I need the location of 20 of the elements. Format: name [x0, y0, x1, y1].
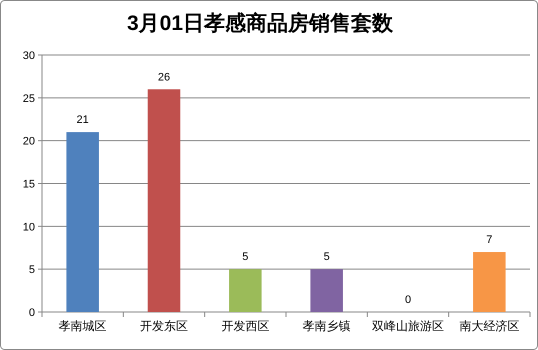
ytick: 0	[28, 307, 35, 319]
xtick: 开发东区	[140, 319, 188, 333]
ytick: 5	[28, 264, 35, 276]
ytick: 25	[22, 92, 35, 105]
ytick: 30	[22, 50, 35, 62]
data-label: 5	[324, 251, 330, 264]
xtick: 双峰山旅游区	[372, 319, 444, 333]
xtick: 孝南城区	[58, 319, 107, 333]
ytick: 10	[22, 221, 35, 234]
xtick: 孝南乡镇	[302, 319, 351, 333]
xtick: 开发西区	[221, 319, 270, 333]
data-label: 5	[242, 251, 248, 264]
ytick: 20	[22, 136, 35, 148]
data-label: 7	[486, 234, 492, 246]
data-label: 26	[158, 71, 170, 84]
xtick: 南大经济区	[459, 319, 520, 333]
title: 3月01日孝感商品房销售套数	[126, 12, 394, 35]
data-label: 21	[76, 114, 89, 126]
ytick: 15	[22, 178, 35, 190]
data-label: 0	[404, 294, 412, 306]
